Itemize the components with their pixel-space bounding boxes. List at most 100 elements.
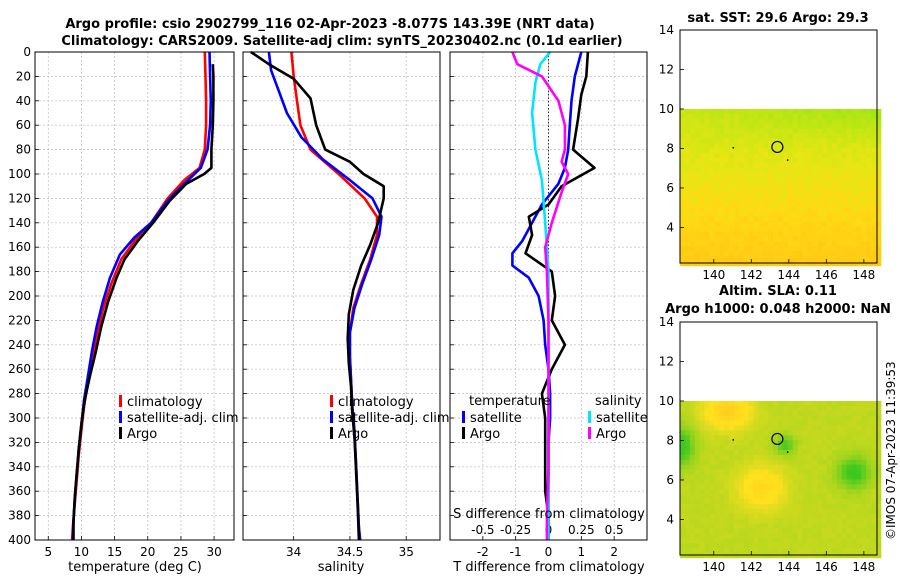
map-cell (753, 548, 759, 554)
map-cell (778, 459, 784, 466)
map-cell (738, 202, 745, 208)
map-cell (684, 450, 691, 456)
map-cell (792, 231, 798, 237)
map-cell (851, 518, 857, 524)
map-cell (689, 231, 696, 237)
map-cell (866, 221, 872, 227)
map-cell (792, 216, 798, 223)
map-cell (812, 143, 818, 149)
map-y-tick-label: 12 (659, 354, 674, 368)
map-cell (866, 494, 872, 500)
map-cell (763, 503, 769, 510)
map-cell (729, 430, 735, 436)
map-cell (802, 109, 808, 115)
map-cell (856, 109, 862, 115)
map-cell (743, 450, 749, 456)
map-cell (699, 118, 705, 125)
map-cell (753, 236, 759, 242)
map-cell (768, 226, 774, 232)
map-cell (851, 118, 857, 125)
map-cell (733, 425, 740, 431)
map-cell (680, 518, 686, 524)
map-cell (719, 162, 725, 169)
map-cell (753, 454, 759, 461)
map-cell (866, 459, 872, 466)
map-cell (792, 484, 798, 490)
map-cell (836, 256, 843, 262)
legend-climatology: climatology (338, 395, 414, 410)
map-cell (704, 435, 710, 441)
map-cell (724, 420, 730, 426)
map-cell (738, 518, 745, 524)
map-cell (689, 430, 696, 436)
map-cell (763, 158, 769, 164)
map-x-tick-label: 146 (815, 268, 838, 282)
map-cell (787, 197, 794, 203)
map-cell (846, 454, 852, 461)
map-cell (871, 172, 877, 178)
map-cell (743, 474, 749, 480)
map-cell (817, 440, 823, 446)
map-cell (758, 464, 764, 470)
map-cell (719, 241, 725, 247)
map-cell (689, 415, 696, 421)
map-cell (822, 543, 828, 549)
map-cell (704, 499, 710, 505)
map-cell (792, 440, 798, 446)
map-cell (689, 158, 696, 164)
map-cell (782, 133, 789, 139)
map-cell (871, 162, 877, 169)
map-cell (743, 138, 749, 144)
map-cell (684, 143, 691, 149)
map-cell (743, 162, 749, 169)
map-cell (831, 211, 838, 218)
map-cell (704, 410, 710, 417)
map-cell (743, 172, 749, 178)
map-cell (758, 425, 764, 431)
map-cell (743, 197, 749, 203)
map-cell (719, 459, 725, 466)
map-cell (748, 148, 754, 154)
map-cell (724, 231, 730, 237)
map-cell (719, 118, 725, 125)
map-cell (866, 415, 872, 421)
map-cell (689, 508, 696, 515)
map-cell (709, 503, 715, 510)
map-cell (704, 469, 710, 475)
legend-title-temperature: temperature (469, 394, 551, 409)
map-cell (763, 435, 769, 441)
map-cell (733, 221, 740, 227)
map-cell (802, 148, 808, 154)
map-cell (822, 128, 828, 134)
map-cell (699, 251, 705, 257)
map-cell (787, 484, 794, 490)
map-cell (851, 445, 857, 451)
map-cell (704, 236, 710, 242)
map-cell (876, 528, 882, 534)
map-cell (753, 450, 759, 456)
map-cell (719, 153, 725, 159)
map-cell (729, 459, 735, 466)
map-cell (782, 469, 789, 475)
map-cell (866, 508, 872, 515)
map-cell (719, 528, 725, 534)
map-cell (827, 260, 833, 267)
map-cell (694, 528, 700, 534)
map-cell (763, 113, 769, 120)
map-cell (802, 123, 808, 129)
map-cell (812, 552, 818, 559)
map-cell (802, 425, 808, 431)
map-cell (782, 401, 789, 407)
map-cell (856, 197, 862, 203)
map-cell (802, 415, 808, 421)
map-cell (743, 143, 749, 149)
map-cell (866, 216, 872, 223)
map-cell (724, 133, 730, 139)
map-cell (768, 508, 774, 515)
map-cell (841, 508, 847, 515)
map-cell (724, 430, 730, 436)
map-cell (782, 454, 789, 461)
map-cell (831, 552, 838, 559)
map-cell (817, 187, 823, 193)
map-cell (758, 207, 764, 213)
